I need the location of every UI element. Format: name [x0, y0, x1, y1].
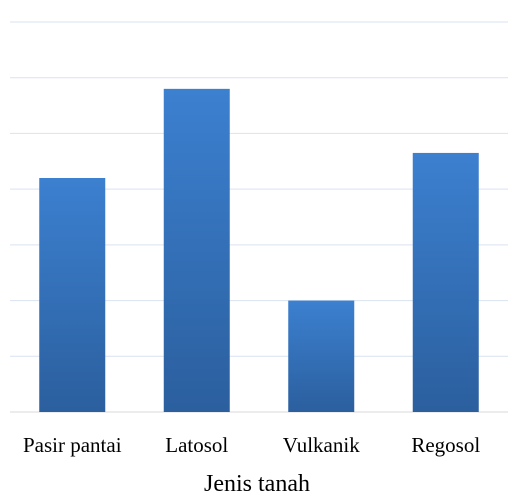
bar-vulkanik — [288, 300, 355, 412]
category-label: Latosol — [165, 433, 228, 457]
x-axis-title: Jenis tanah — [204, 471, 310, 497]
category-label: Pasir pantai — [23, 433, 122, 457]
category-labels: Pasir pantai Latosol Vulkanik Regosol — [23, 433, 480, 457]
category-label: Vulkanik — [283, 433, 360, 457]
bar-regosol — [412, 152, 479, 412]
bar-pasir-pantai — [39, 178, 106, 412]
bar-latosol — [163, 88, 230, 412]
bars — [39, 88, 479, 412]
category-label: Regosol — [411, 433, 480, 457]
